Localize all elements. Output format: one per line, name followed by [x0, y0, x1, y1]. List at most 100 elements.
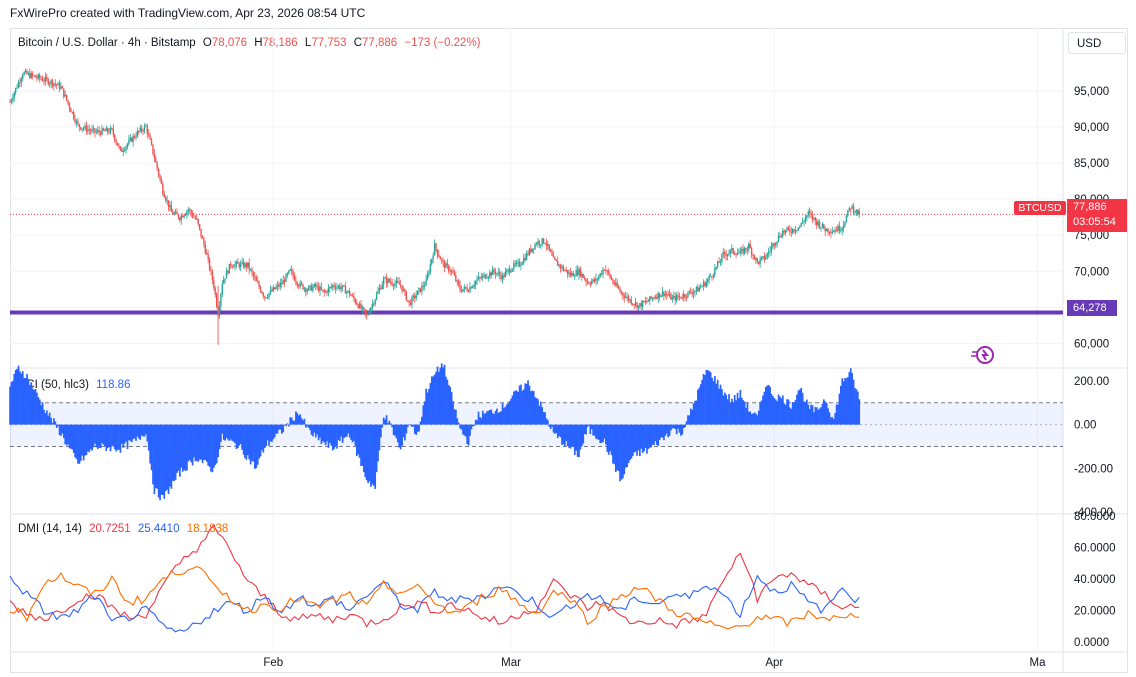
cci-bar [514, 390, 517, 425]
cci-bar [115, 424, 118, 452]
candle-body [98, 130, 100, 133]
cci-bar [488, 409, 491, 425]
cci-bar [299, 414, 302, 425]
cci-bar [463, 424, 466, 436]
candle-body [559, 264, 562, 268]
candle-body [39, 74, 41, 79]
cci-bar [487, 410, 490, 425]
candle-body [215, 294, 218, 307]
cci-bar [338, 424, 341, 442]
cci-bar [750, 413, 753, 425]
candle-body [41, 79, 44, 81]
cci-bar [776, 401, 779, 425]
candle-body [416, 290, 419, 296]
candle-body [132, 136, 134, 142]
cci-bar [78, 424, 81, 464]
cci-bar [714, 376, 716, 425]
candle-body [716, 261, 719, 267]
candle-body [711, 276, 713, 278]
candle-body [527, 253, 529, 255]
cci-bar [590, 424, 593, 430]
candle-body [634, 302, 637, 305]
cci-bar [337, 424, 340, 440]
cci-bar [545, 418, 548, 425]
cci-bar [249, 424, 252, 465]
cci-bar [783, 403, 786, 425]
candle-body [29, 73, 31, 78]
candle-body [687, 291, 689, 298]
candle-body [75, 120, 78, 123]
cci-bar [207, 424, 210, 466]
cci-bar [838, 393, 841, 425]
candle-body [101, 128, 103, 135]
candle-body [81, 128, 83, 130]
candle-body [620, 291, 623, 293]
candle-body [523, 257, 525, 263]
candle-body [50, 80, 52, 84]
candle-body [472, 286, 474, 289]
cci-bar [265, 424, 268, 446]
candle-body [51, 80, 54, 86]
candle-body [48, 83, 51, 85]
candle-body [331, 285, 334, 287]
candle-body [426, 274, 429, 280]
candle-body [210, 269, 212, 272]
cci-bar [139, 424, 142, 440]
cci-bar [357, 424, 360, 455]
cci-bar [190, 424, 193, 463]
symbol-name[interactable]: Bitcoin / U.S. Dollar · 4h · Bitstamp [18, 37, 196, 49]
cci-bar [320, 424, 323, 444]
candle-body [172, 211, 174, 215]
candle-body [786, 227, 788, 231]
cci-bar [306, 424, 309, 427]
cci-bar [82, 424, 85, 461]
currency-button[interactable]: USD [1068, 32, 1126, 54]
cci-bar [815, 407, 818, 425]
cci-bar [399, 424, 402, 450]
candle-body [695, 287, 698, 291]
candle-body [174, 211, 177, 213]
cci-bar [152, 424, 154, 485]
cci-name[interactable]: CCI (50, hlc3) [18, 379, 89, 391]
cci-bar [842, 381, 845, 425]
cci-bar [401, 424, 403, 446]
candle-body [177, 214, 180, 219]
cci-bar [774, 399, 777, 425]
candle-body [24, 70, 27, 73]
cci-bar [650, 424, 653, 448]
candle-body [191, 213, 194, 217]
candle-body [258, 282, 260, 288]
candle-body [313, 284, 315, 287]
candle-body [780, 236, 783, 238]
cci-bar [94, 424, 96, 444]
candle-body [813, 217, 815, 220]
candle-body [261, 291, 263, 294]
candle-body [443, 262, 446, 268]
candle-body [765, 257, 767, 260]
candle-body [340, 287, 342, 290]
cci-bar [428, 389, 430, 425]
candle-body [449, 271, 451, 273]
cci-bar [524, 383, 527, 425]
cci-bar [491, 413, 494, 425]
candle-body [346, 291, 348, 294]
candle-body [633, 304, 635, 306]
cci-bar [663, 424, 665, 441]
candle-body [852, 205, 855, 213]
candle-body [40, 78, 42, 80]
candle-body [373, 303, 375, 305]
candle-body [576, 270, 579, 275]
cci-bar [187, 424, 190, 462]
candle-body [324, 291, 327, 293]
candle-body [583, 277, 586, 280]
cci-bar [256, 424, 259, 465]
cci-bar [634, 424, 637, 452]
candle-body [221, 283, 223, 295]
cci-bar [660, 424, 662, 438]
dmi-name[interactable]: DMI (14, 14) [18, 523, 82, 535]
candle-body [33, 75, 35, 77]
candle-body [89, 130, 92, 132]
candle-body [532, 248, 535, 250]
candle-body [554, 257, 556, 260]
